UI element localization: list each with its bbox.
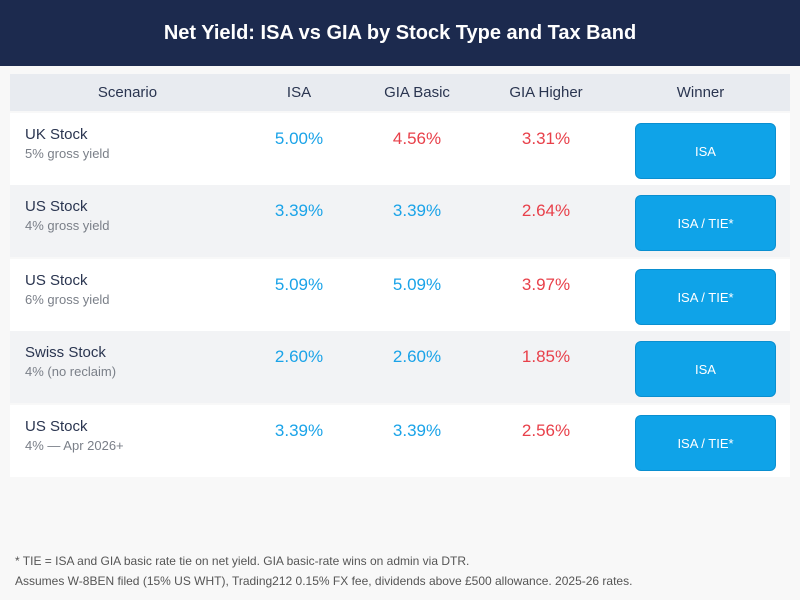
isa-value: 3.39% [274, 201, 324, 220]
isa-value: 5.00% [274, 129, 324, 148]
isa-value: 3.39% [274, 421, 324, 440]
col-gia-higher: GIA Higher [509, 84, 583, 101]
gia-higher-value: 3.97% [521, 275, 571, 294]
gia-basic-value: 3.39% [392, 201, 442, 220]
scenario-name: Swiss Stock [25, 344, 106, 361]
table-header: Scenario ISA GIA Basic GIA Higher Winner [10, 74, 790, 111]
footnote-assumptions: Assumes W-8BEN filed (15% US WHT), Tradi… [15, 574, 633, 588]
scenario-subtitle: 4% gross yield [25, 218, 110, 233]
gia-higher-value: 2.64% [521, 201, 571, 220]
scenario-name: UK Stock [25, 126, 88, 143]
scenario-cell: US Stock 4% gross yield [10, 185, 245, 257]
col-scenario: Scenario [97, 84, 158, 101]
footnotes: * TIE = ISA and GIA basic rate tie on ne… [15, 551, 632, 591]
footnote-tie: * TIE = ISA and GIA basic rate tie on ne… [15, 554, 470, 568]
table-row: UK Stock 5% gross yield 5.00% 4.56% 3.31%… [10, 113, 790, 185]
comparison-table: Scenario ISA GIA Basic GIA Higher Winner… [10, 74, 790, 477]
gia-basic-value: 5.09% [392, 275, 442, 294]
scenario-cell: UK Stock 5% gross yield [10, 113, 245, 185]
winner-button[interactable]: ISA / TIE* [635, 415, 776, 471]
winner-button[interactable]: ISA / TIE* [635, 269, 776, 325]
scenario-name: US Stock [25, 198, 88, 215]
scenario-name: US Stock [25, 418, 88, 435]
scenario-cell: Swiss Stock 4% (no reclaim) [10, 331, 245, 403]
gia-higher-value: 1.85% [521, 347, 571, 366]
scenario-subtitle: 5% gross yield [25, 146, 110, 161]
table-row: Swiss Stock 4% (no reclaim) 2.60% 2.60% 1… [10, 331, 790, 403]
winner-button[interactable]: ISA [635, 341, 776, 397]
col-isa: ISA [286, 84, 312, 101]
table-row: US Stock 4% — Apr 2026+ 3.39% 3.39% 2.56%… [10, 405, 790, 477]
table-row: US Stock 6% gross yield 5.09% 5.09% 3.97%… [10, 259, 790, 331]
winner-button[interactable]: ISA / TIE* [635, 195, 776, 251]
scenario-subtitle: 6% gross yield [25, 292, 110, 307]
scenario-cell: US Stock 6% gross yield [10, 259, 245, 331]
isa-value: 5.09% [274, 275, 324, 294]
scenario-name: US Stock [25, 272, 88, 289]
isa-value: 2.60% [274, 347, 324, 366]
scenario-cell: US Stock 4% — Apr 2026+ [10, 405, 245, 477]
scenario-subtitle: 4% — Apr 2026+ [25, 438, 124, 453]
gia-basic-value: 4.56% [392, 129, 442, 148]
col-gia-basic: GIA Basic [384, 84, 450, 101]
winner-button[interactable]: ISA [635, 123, 776, 179]
gia-higher-value: 2.56% [521, 421, 571, 440]
col-winner: Winner [676, 84, 725, 101]
gia-basic-value: 2.60% [392, 347, 442, 366]
gia-basic-value: 3.39% [392, 421, 442, 440]
page-title: Net Yield: ISA vs GIA by Stock Type and … [0, 0, 800, 66]
scenario-subtitle: 4% (no reclaim) [25, 364, 117, 379]
table-row: US Stock 4% gross yield 3.39% 3.39% 2.64%… [10, 185, 790, 257]
gia-higher-value: 3.31% [521, 129, 571, 148]
